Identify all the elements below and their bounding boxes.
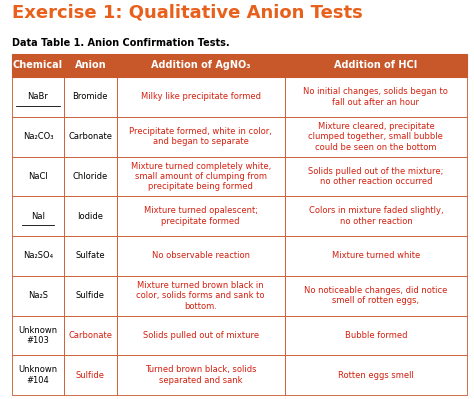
Bar — [117, 196, 285, 236]
Bar — [12, 156, 64, 196]
Text: No observable reaction: No observable reaction — [152, 251, 250, 261]
Text: Exercise 1: Qualitative Anion Tests: Exercise 1: Qualitative Anion Tests — [12, 4, 363, 22]
Bar — [285, 316, 467, 355]
Bar — [12, 196, 64, 236]
Bar — [64, 54, 117, 77]
Bar — [12, 77, 64, 117]
Text: Sulfide: Sulfide — [76, 291, 105, 300]
Text: Unknown
#103: Unknown #103 — [18, 326, 57, 345]
Bar — [117, 236, 285, 276]
Bar — [285, 196, 467, 236]
Bar — [285, 276, 467, 316]
Text: Rotten eggs smell: Rotten eggs smell — [338, 371, 414, 379]
Bar — [64, 276, 117, 316]
Text: Turned brown black, solids
separated and sank: Turned brown black, solids separated and… — [145, 365, 256, 385]
Bar — [64, 355, 117, 395]
Text: No initial changes, solids began to
fall out after an hour: No initial changes, solids began to fall… — [303, 87, 448, 107]
Text: Mixture cleared, precipitate
clumped together, small bubble
could be seen on the: Mixture cleared, precipitate clumped tog… — [309, 122, 443, 152]
Bar — [64, 236, 117, 276]
Text: Precipitate formed, white in color,
and began to separate: Precipitate formed, white in color, and … — [129, 127, 272, 146]
Text: Mixture turned white: Mixture turned white — [332, 251, 420, 261]
Bar — [285, 77, 467, 117]
Text: Data Table 1. Anion Confirmation Tests.: Data Table 1. Anion Confirmation Tests. — [12, 38, 229, 48]
Bar — [12, 236, 64, 276]
Bar — [117, 316, 285, 355]
Bar — [117, 117, 285, 156]
Text: Na₂SO₄: Na₂SO₄ — [23, 251, 53, 261]
Bar — [12, 316, 64, 355]
Text: Solids pulled out of the mixture;
no other reaction occurred: Solids pulled out of the mixture; no oth… — [308, 167, 444, 186]
Text: Bubble formed: Bubble formed — [345, 331, 407, 340]
Text: Na₂S: Na₂S — [28, 291, 48, 300]
Bar — [117, 77, 285, 117]
Bar — [285, 156, 467, 196]
Bar — [64, 316, 117, 355]
Bar — [64, 117, 117, 156]
Text: Carbonate: Carbonate — [68, 132, 112, 141]
Bar — [117, 276, 285, 316]
Bar — [64, 196, 117, 236]
Bar — [64, 77, 117, 117]
Text: Addition of AgNO₃: Addition of AgNO₃ — [151, 61, 250, 71]
Bar — [285, 54, 467, 77]
Text: Addition of HCl: Addition of HCl — [334, 61, 418, 71]
Text: Chemical: Chemical — [13, 61, 63, 71]
Bar — [64, 156, 117, 196]
Bar — [285, 355, 467, 395]
Text: Mixture turned brown black in
color, solids forms and sank to
bottom.: Mixture turned brown black in color, sol… — [137, 281, 265, 310]
Text: No noticeable changes, did notice
smell of rotten eggs,: No noticeable changes, did notice smell … — [304, 286, 447, 305]
Text: Anion: Anion — [74, 61, 106, 71]
Bar — [285, 236, 467, 276]
Bar — [12, 54, 64, 77]
Text: Solids pulled out of mixture: Solids pulled out of mixture — [143, 331, 259, 340]
Text: Carbonate: Carbonate — [68, 331, 112, 340]
Bar — [117, 355, 285, 395]
Text: Mixture turned completely white,
small amount of clumping from
precipitate being: Mixture turned completely white, small a… — [130, 162, 271, 192]
Text: Milky like precipitate formed: Milky like precipitate formed — [141, 93, 261, 101]
Bar — [12, 117, 64, 156]
Text: Unknown
#104: Unknown #104 — [18, 365, 57, 385]
Text: Mixture turned opalescent;
precipitate formed: Mixture turned opalescent; precipitate f… — [144, 206, 258, 226]
Text: Sulfide: Sulfide — [76, 371, 105, 379]
Text: Bromide: Bromide — [73, 93, 108, 101]
Text: NaBr: NaBr — [27, 93, 48, 101]
Text: Na₂CO₃: Na₂CO₃ — [23, 132, 53, 141]
Text: Chloride: Chloride — [73, 172, 108, 181]
Text: NaCl: NaCl — [28, 172, 48, 181]
Bar — [117, 156, 285, 196]
Text: Colors in mixture faded slightly,
no other reaction: Colors in mixture faded slightly, no oth… — [309, 206, 443, 226]
Bar — [12, 355, 64, 395]
Text: Iodide: Iodide — [77, 211, 103, 221]
Text: NaI: NaI — [31, 211, 45, 221]
Bar — [12, 276, 64, 316]
Bar — [117, 54, 285, 77]
Text: Sulfate: Sulfate — [75, 251, 105, 261]
Bar — [285, 117, 467, 156]
